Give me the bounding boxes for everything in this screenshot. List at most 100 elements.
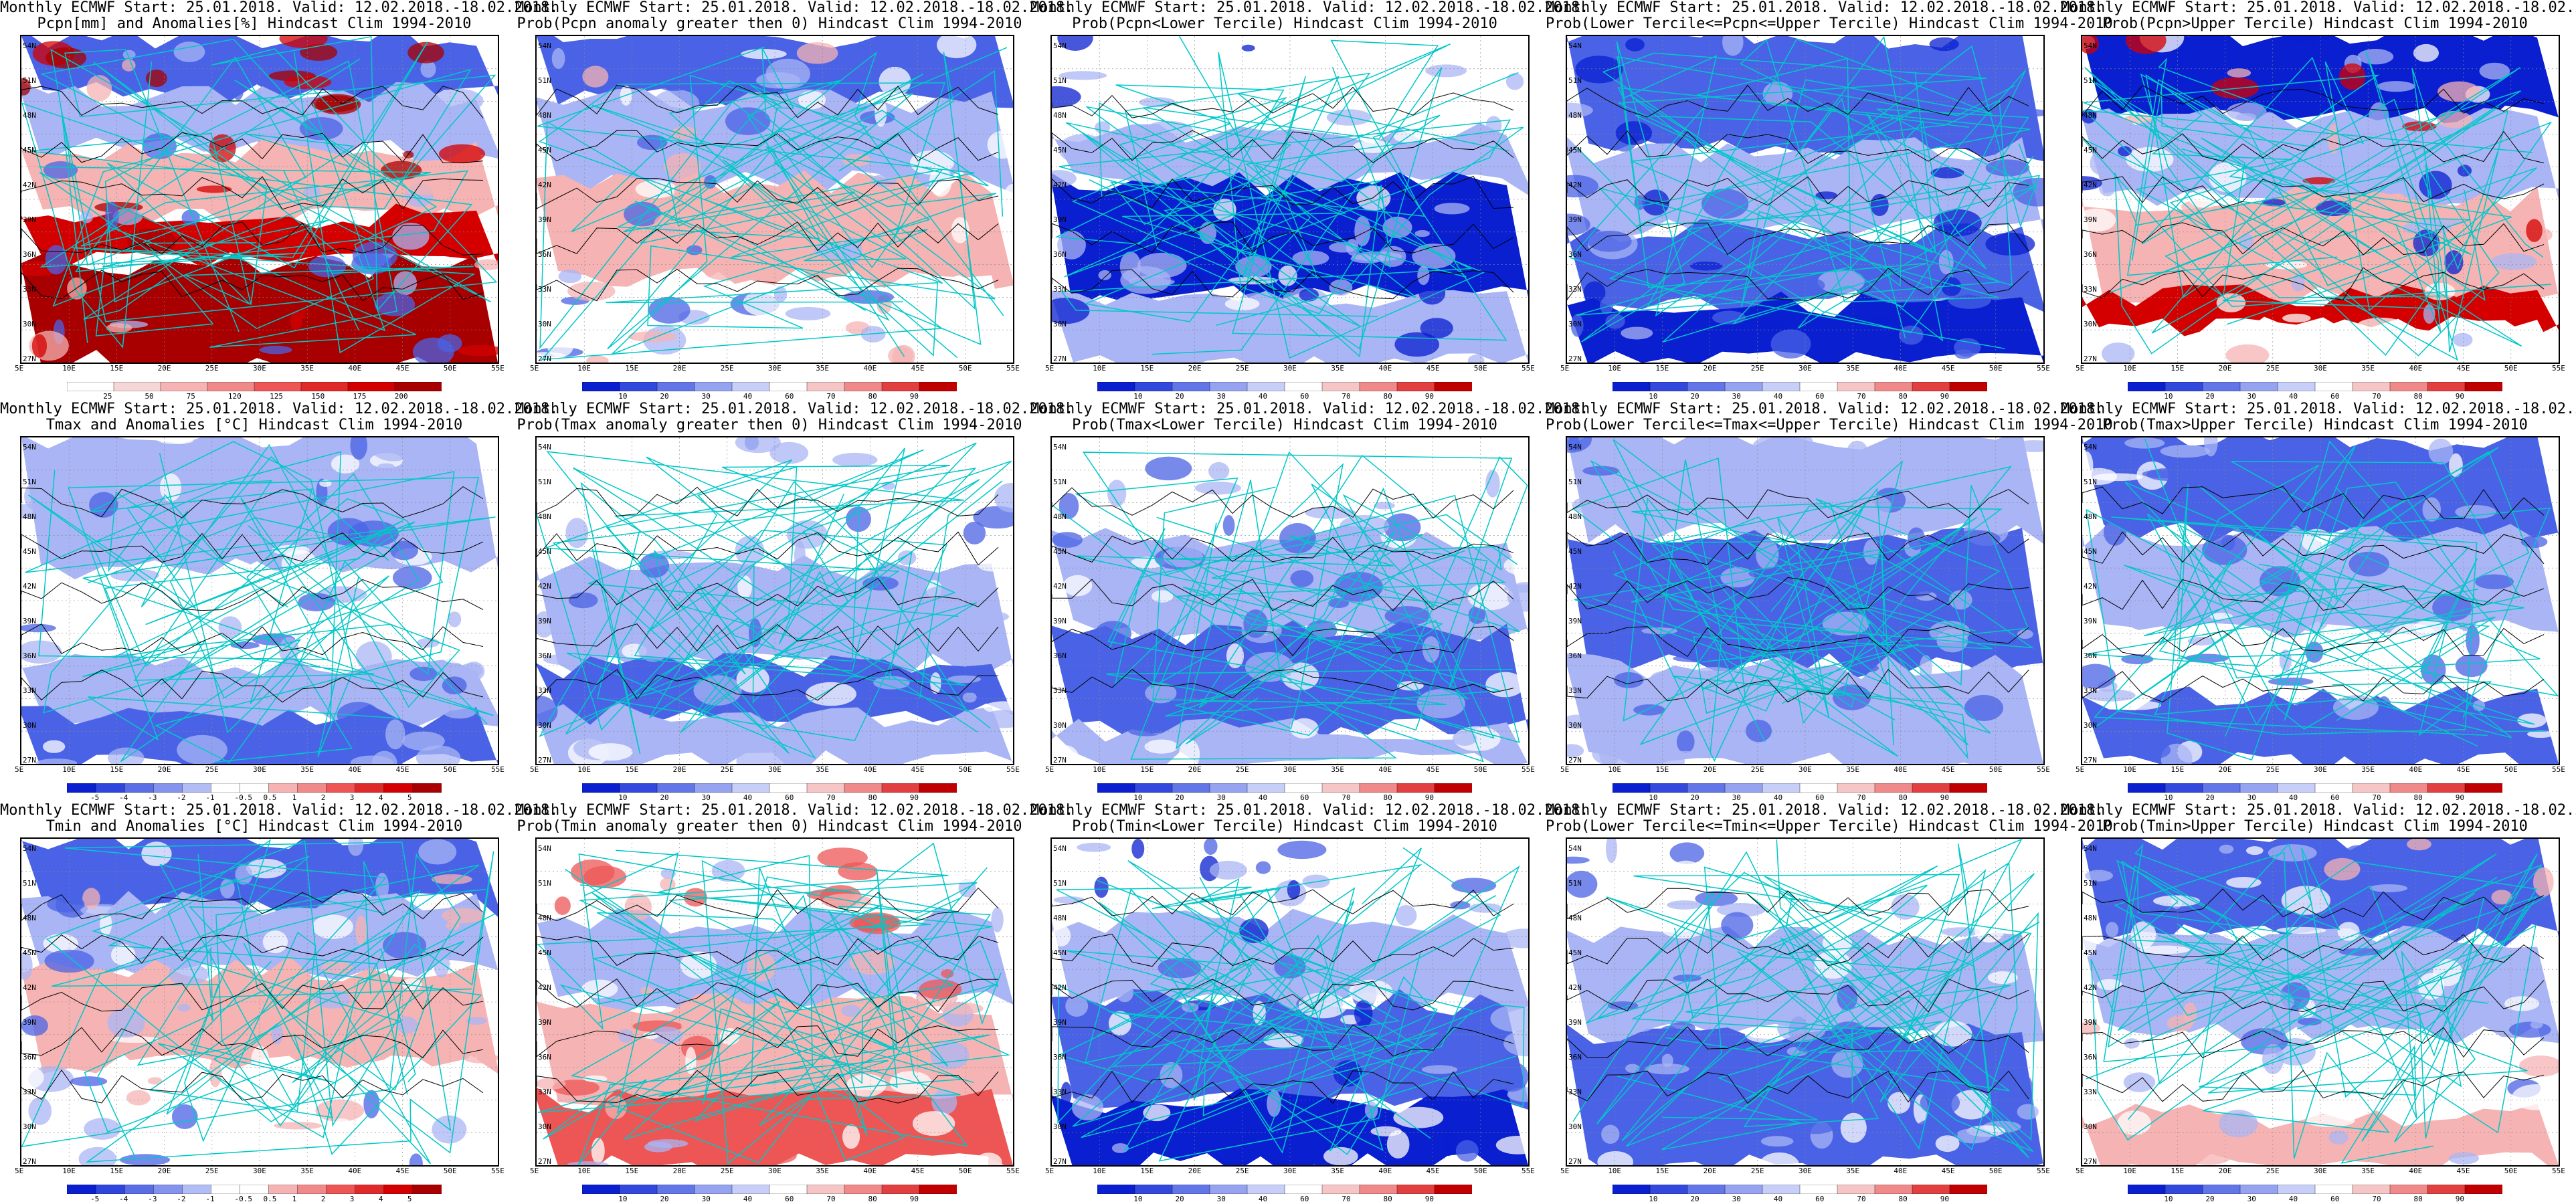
lat-label: 51N [538, 478, 551, 486]
colour-bar-tick: 90 [909, 1195, 919, 1203]
lon-label: 10E [62, 765, 76, 774]
colour-bar-swatch [207, 381, 255, 392]
field-blob [1052, 745, 1080, 764]
field-blob [652, 89, 700, 118]
field-blob [973, 506, 1013, 529]
field-blob [1094, 876, 1109, 898]
field-blob [643, 1032, 659, 1039]
lon-label: 50E [443, 364, 457, 373]
lon-label: 45E [1941, 765, 1955, 774]
contour-line [537, 1070, 999, 1104]
lat-label: 42N [538, 582, 551, 591]
colour-bar-tick: 2 [320, 793, 326, 802]
colour-bar-swatch [1097, 1184, 1135, 1195]
field-blob [737, 575, 752, 599]
lon-label: 5E [15, 364, 24, 373]
lon-label: 25E [720, 364, 734, 373]
field-blob [638, 637, 669, 662]
lon-label: 50E [958, 765, 972, 774]
lon-label: 5E [530, 765, 539, 774]
lon-label: 20E [672, 765, 686, 774]
field-blob [2227, 68, 2251, 78]
colour-bar-swatch [240, 783, 270, 793]
lat-label: 45N [538, 948, 551, 957]
colour-bar-tick: 20 [1690, 793, 1699, 802]
forecast-map: 54N 51N 48N 45N 42N 39N 36N 33N 30N 27N [2081, 35, 2560, 364]
lat-label: 33N [1053, 1088, 1067, 1096]
lat-label: 39N [23, 215, 36, 224]
field-blob [931, 1089, 957, 1115]
field-blob [220, 878, 235, 898]
field-blob [122, 59, 136, 72]
lon-label: 5E [2076, 1167, 2085, 1175]
field-blob [1178, 739, 1200, 764]
field-blob [2474, 475, 2487, 496]
field-blob [82, 888, 100, 909]
lat-label: 33N [538, 686, 551, 695]
lat-label: 54N [1568, 443, 1582, 452]
lat-label: 33N [1568, 285, 1582, 294]
field-blob [1734, 286, 1764, 299]
field-blob [2106, 922, 2119, 938]
colour-bar-swatch [2277, 1184, 2316, 1195]
field-blob [796, 42, 838, 64]
colour-bar-tick: -5 [90, 793, 100, 802]
lat-label: 27N [1053, 355, 1067, 363]
colour-bar-tick: -0.5 [234, 793, 252, 802]
colour-bar-swatch [1724, 783, 1763, 793]
coastline [1629, 38, 2013, 308]
field-blob [141, 841, 172, 867]
coastline [1096, 880, 1516, 1155]
lon-label: 30E [1283, 1167, 1297, 1175]
field-blob [1052, 532, 1083, 548]
field-blob [537, 482, 561, 501]
field-blob [1053, 896, 1085, 904]
field-blob [1985, 159, 2030, 177]
field-blob [374, 292, 416, 316]
field-blob [987, 130, 1013, 159]
colour-bar-tick: 60 [2330, 1195, 2340, 1203]
colour-bar [1097, 783, 1473, 793]
contour-line [537, 668, 999, 701]
field-blob [669, 583, 693, 608]
lat-label: 51N [1568, 76, 1582, 85]
field-blob [660, 83, 688, 92]
forecast-panel: Monthly ECMWF Start: 25.01.2018. Valid: … [0, 0, 558, 401]
lon-label: 45E [2456, 364, 2470, 373]
lon-label: 5E [1560, 1167, 1570, 1175]
field-blob [2216, 293, 2246, 312]
field-blob [466, 1017, 487, 1025]
field-blob [1422, 636, 1440, 663]
field-blob [1113, 310, 1129, 339]
lon-label: 15E [1655, 364, 1669, 373]
contour-line [1567, 1026, 2029, 1058]
field-blob [2185, 1146, 2232, 1165]
lon-label: 10E [1608, 765, 1622, 774]
field-blob [474, 259, 498, 270]
lon-label: 15E [1655, 765, 1669, 774]
field-blob [173, 41, 205, 62]
lat-label: 27N [538, 756, 551, 765]
field-blob [583, 1075, 608, 1082]
field-blob [126, 1090, 151, 1106]
field-blob [2475, 574, 2514, 589]
colour-bar-swatch [844, 381, 883, 392]
lon-label: 20E [672, 1167, 686, 1175]
colour-bar-tick: 20 [1175, 1195, 1184, 1203]
field-blob [235, 864, 253, 885]
field-blob [691, 493, 711, 522]
lon-label: 45E [2456, 765, 2470, 774]
field-blob [45, 245, 68, 275]
field-layer [1052, 437, 1528, 764]
colour-bar-tick: 125 [270, 392, 283, 401]
colour-bar-swatch [211, 1184, 241, 1195]
lon-label: 15E [2171, 765, 2185, 774]
coastline [1576, 55, 2037, 343]
field-blob [1467, 355, 1485, 363]
field-blob [107, 1007, 145, 1038]
field-layer [2082, 36, 2559, 363]
field-blob [685, 1047, 697, 1075]
field-blob [1634, 746, 1685, 764]
field-blob [440, 648, 471, 664]
colour-bar-swatch [2352, 381, 2391, 392]
